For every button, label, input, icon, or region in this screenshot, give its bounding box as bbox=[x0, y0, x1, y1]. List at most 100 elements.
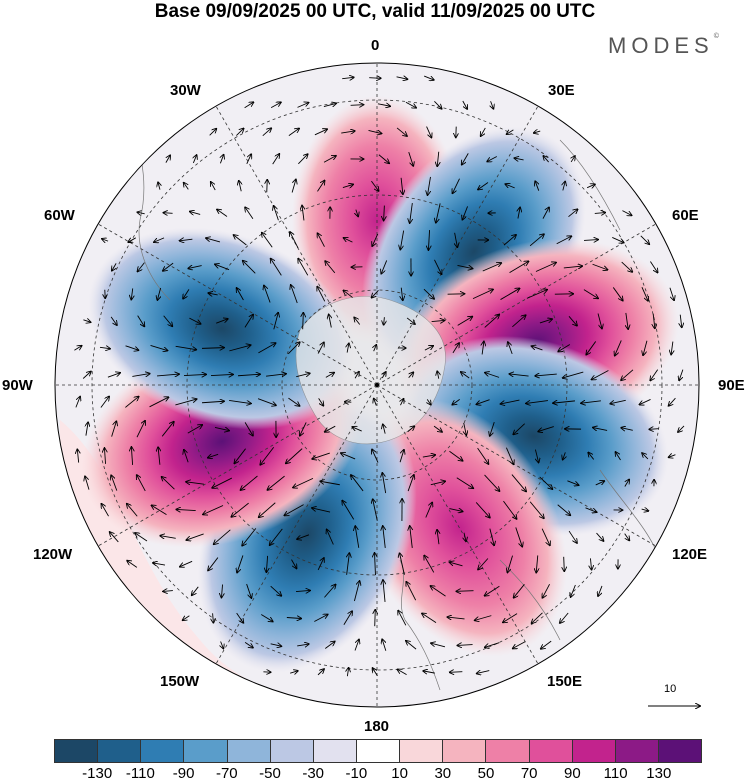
wind-arrow bbox=[107, 373, 120, 378]
wind-arrow bbox=[271, 259, 282, 276]
wind-arrow bbox=[509, 374, 529, 376]
colorbar-swatch bbox=[141, 739, 185, 763]
wind-arrow bbox=[215, 264, 230, 271]
wind-arrow bbox=[396, 77, 408, 79]
wind-arrow bbox=[431, 320, 445, 321]
wind-arrow bbox=[180, 560, 193, 566]
colorbar-tick-label: -130 bbox=[82, 765, 113, 782]
wind-arrow bbox=[291, 285, 298, 304]
wind-arrow bbox=[163, 591, 173, 592]
wind-arrow bbox=[154, 237, 165, 242]
wind-arrow bbox=[153, 563, 166, 565]
wind-arrow bbox=[424, 556, 435, 573]
wind-arrow bbox=[641, 287, 648, 301]
wind-arrow bbox=[291, 179, 296, 193]
wind-arrow bbox=[592, 263, 608, 270]
wind-arrow bbox=[351, 475, 364, 492]
wind-arrow bbox=[374, 345, 377, 352]
colorbar-tick-label: -30 bbox=[302, 765, 325, 782]
wind-arrow bbox=[449, 509, 462, 512]
wind-arrow bbox=[568, 316, 577, 325]
wind-arrow bbox=[535, 449, 538, 463]
wind-arrow bbox=[513, 423, 525, 435]
wind-arrow bbox=[422, 455, 435, 457]
wind-arrow bbox=[535, 181, 539, 191]
wind-arrow bbox=[509, 261, 529, 274]
wind-arrow bbox=[272, 154, 280, 165]
wind-arrow bbox=[595, 481, 605, 485]
colorbar-tick-label: -110 bbox=[125, 765, 155, 782]
wind-arrow bbox=[478, 182, 489, 189]
wind-arrow bbox=[424, 346, 433, 351]
wind-arrow bbox=[157, 287, 160, 300]
wind-arrow bbox=[135, 533, 148, 542]
wind-arrow bbox=[642, 453, 649, 460]
map-title: Base 09/09/2025 00 UTC, valid 11/09/2025… bbox=[154, 1, 596, 22]
colorbar bbox=[54, 739, 703, 763]
wind-arrow bbox=[397, 669, 407, 675]
wind-arrow bbox=[590, 558, 591, 569]
wind-arrow bbox=[482, 342, 484, 355]
colorbar-swatch bbox=[486, 739, 530, 763]
wind-arrow bbox=[110, 532, 119, 543]
colorbar-swatch bbox=[529, 739, 573, 763]
wind-arrow bbox=[542, 583, 550, 598]
wind-arrow bbox=[104, 448, 105, 464]
wind-arrow bbox=[449, 450, 462, 460]
wind-arrow bbox=[615, 340, 622, 355]
lon-label-90w: 90W bbox=[2, 377, 33, 394]
wind-arrow bbox=[383, 526, 386, 548]
wind-arrow bbox=[237, 374, 260, 376]
wind-arrow bbox=[176, 509, 196, 510]
wind-arrow bbox=[594, 213, 605, 214]
wind-arrow bbox=[317, 342, 324, 354]
wind-arrow bbox=[536, 555, 538, 572]
wind-arrow bbox=[152, 505, 167, 516]
wind-arrow bbox=[318, 233, 325, 247]
wind-arrow bbox=[234, 448, 246, 464]
wind-arrow bbox=[529, 501, 544, 518]
wind-arrow bbox=[381, 260, 388, 273]
wind-arrow bbox=[427, 399, 431, 404]
modes-logo: MODES© bbox=[608, 33, 719, 59]
wind-arrow bbox=[166, 155, 170, 163]
wind-arrow bbox=[149, 397, 169, 408]
wind-arrow bbox=[208, 293, 218, 295]
wind-arrow bbox=[456, 477, 473, 488]
wind-arrow bbox=[286, 448, 303, 464]
wind-arrow bbox=[186, 533, 204, 540]
wind-arrow bbox=[422, 613, 437, 623]
wind-arrow bbox=[317, 287, 326, 302]
wind-arrow bbox=[317, 558, 324, 571]
colorbar-swatch bbox=[572, 739, 616, 763]
wind-arrow bbox=[401, 177, 403, 194]
wind-arrow bbox=[431, 643, 446, 648]
wind-arrow bbox=[535, 374, 557, 376]
wind-arrow bbox=[396, 127, 407, 136]
wind-arrow bbox=[426, 126, 432, 138]
wind-arrow bbox=[384, 317, 385, 325]
wind-arrow bbox=[296, 373, 310, 378]
colorbar-tick-label: 110 bbox=[603, 765, 628, 782]
wind-arrow bbox=[217, 209, 228, 217]
wind-arrow bbox=[534, 131, 541, 133]
wind-arrow bbox=[588, 453, 595, 460]
latitude-circle bbox=[281, 289, 473, 481]
lon-label-60w: 60W bbox=[44, 207, 75, 224]
wind-arrow bbox=[476, 399, 490, 405]
colorbar-swatch bbox=[98, 739, 142, 763]
wind-arrow bbox=[353, 581, 359, 602]
wind-arrow bbox=[581, 401, 601, 403]
wind-arrow bbox=[180, 239, 193, 241]
wind-arrow bbox=[400, 553, 405, 575]
wind-arrow bbox=[384, 205, 385, 221]
wind-arrow bbox=[377, 104, 390, 106]
wind-arrow bbox=[300, 422, 307, 435]
wind-arrow bbox=[457, 265, 473, 268]
lon-label-120e: 120E bbox=[672, 546, 708, 563]
wind-arrow bbox=[489, 528, 494, 546]
wind-arrow bbox=[100, 397, 109, 408]
graticule bbox=[55, 63, 699, 707]
wind-arrow bbox=[245, 207, 254, 219]
lon-label-150e: 150E bbox=[547, 673, 583, 690]
